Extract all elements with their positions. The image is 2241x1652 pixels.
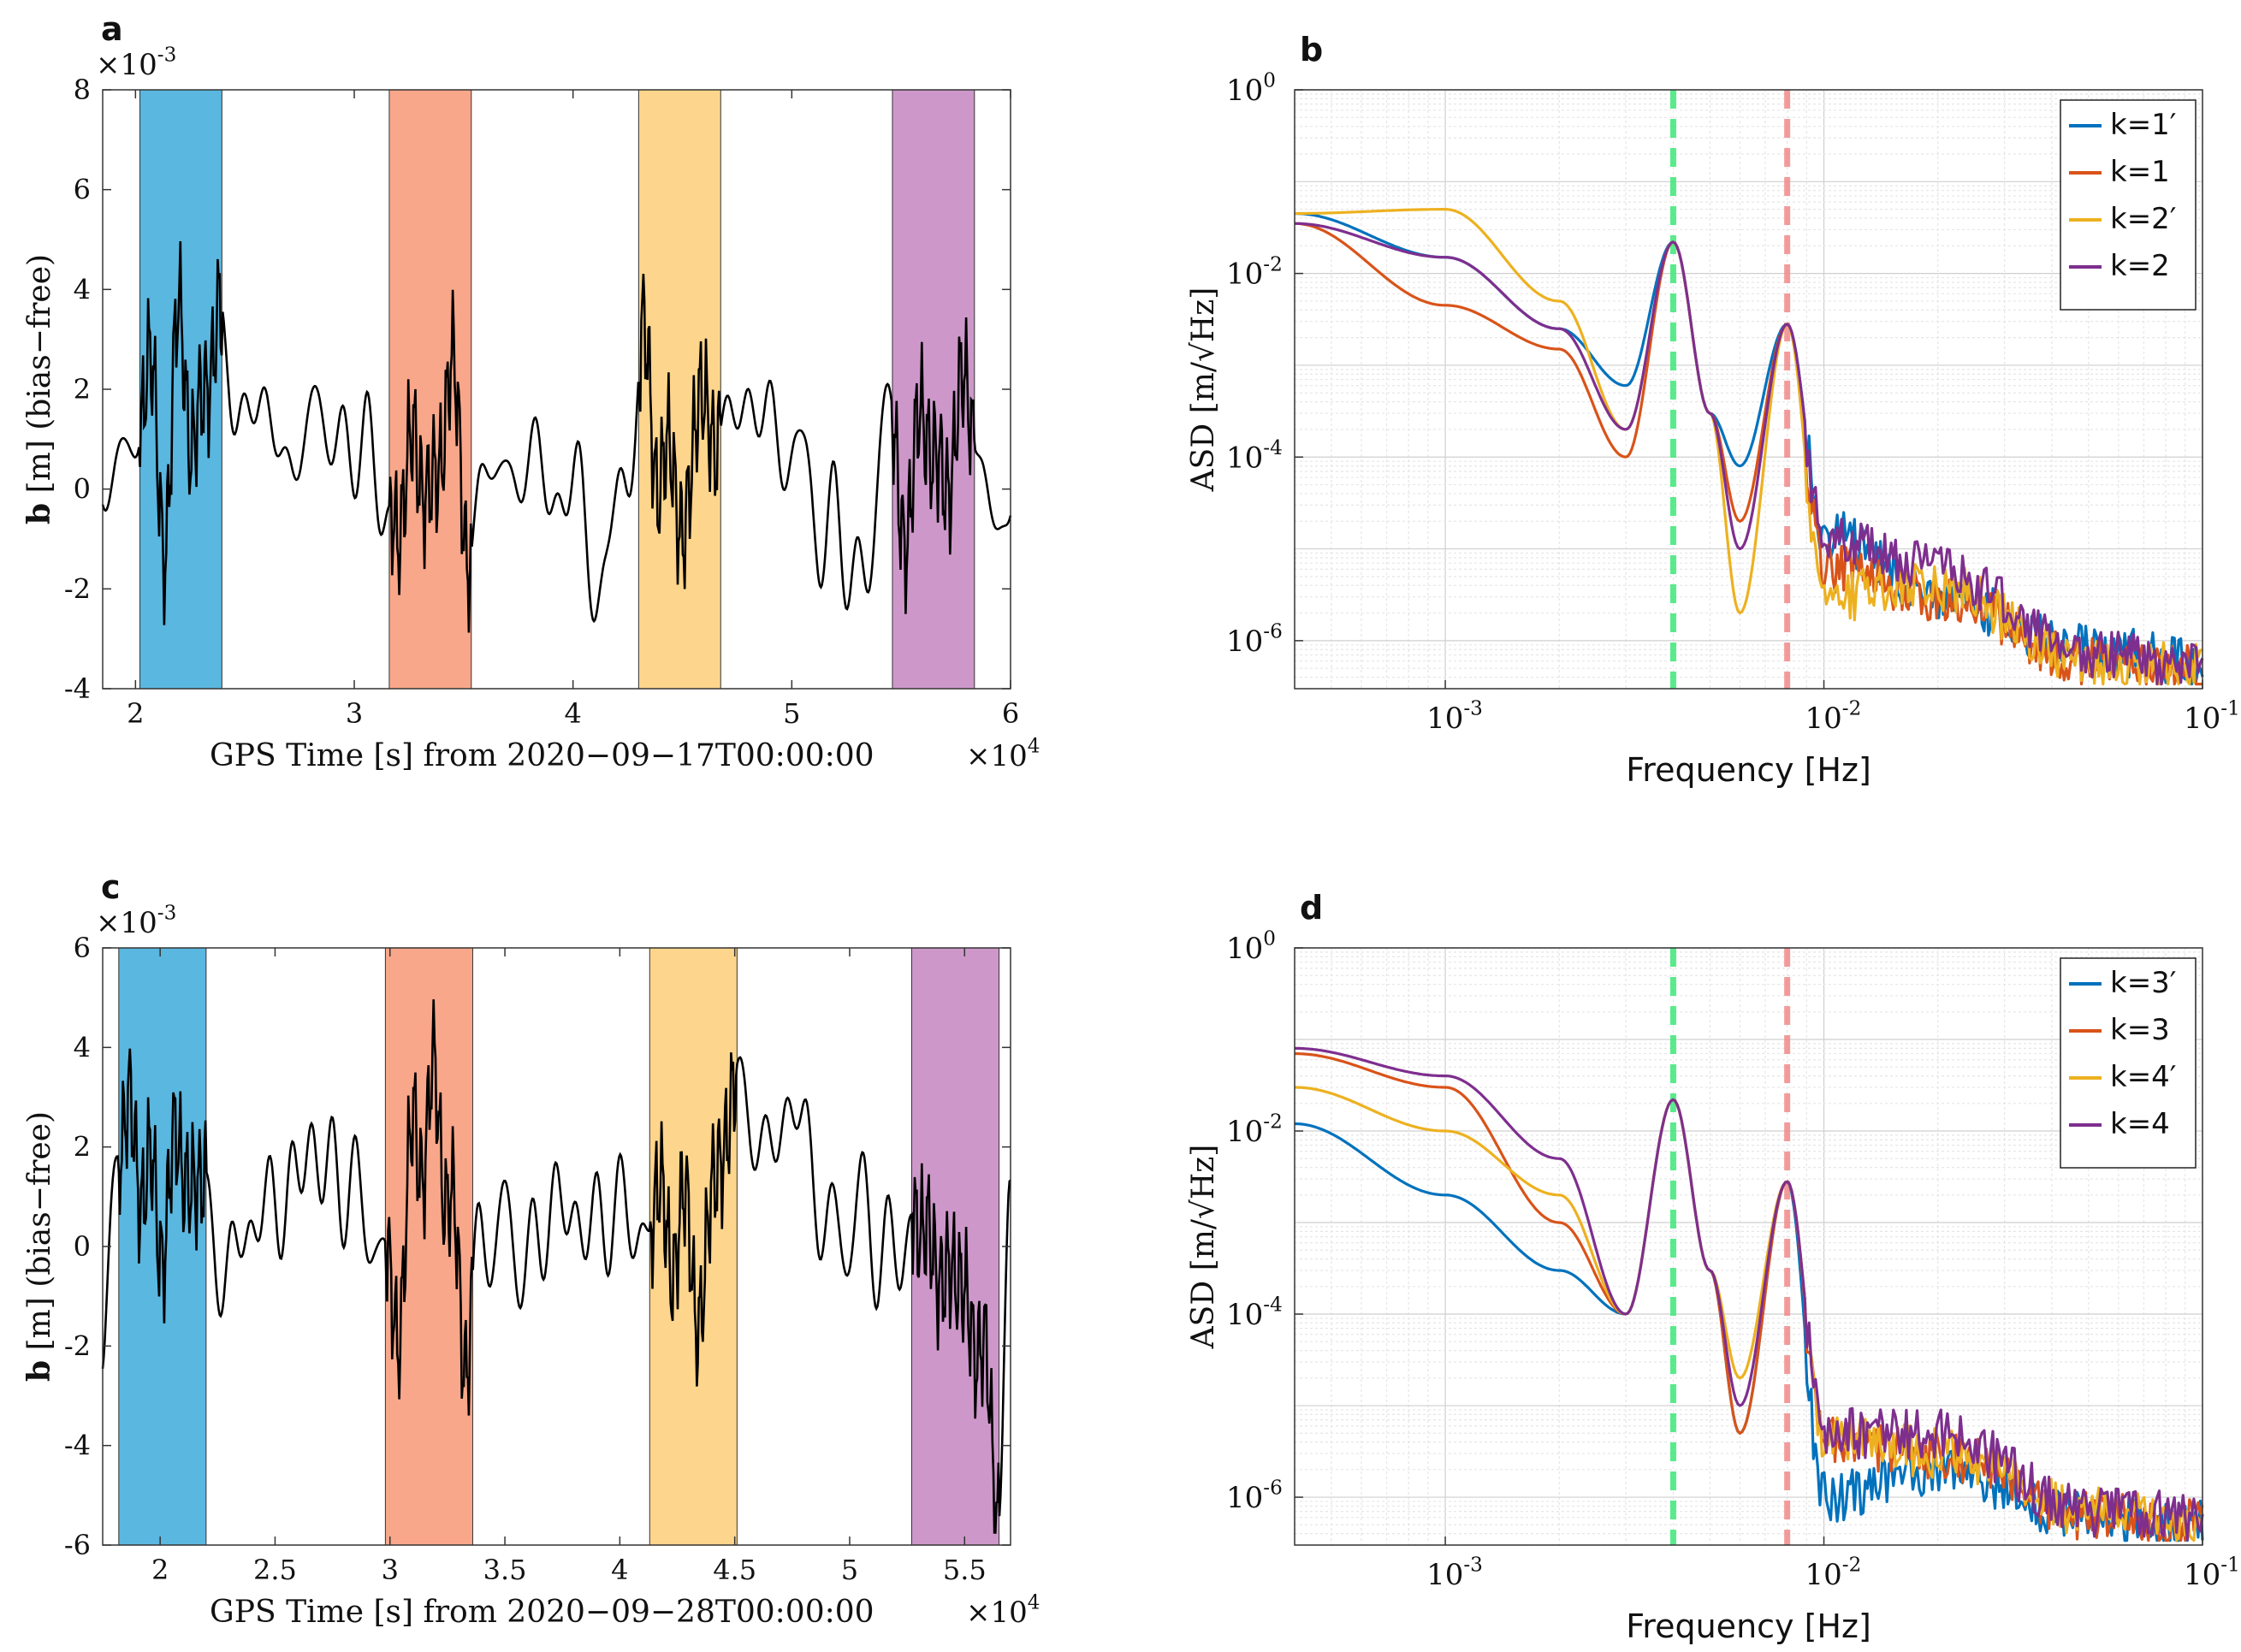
x-tick-label: 3.5	[483, 1554, 527, 1586]
series-line-k=4′	[1295, 1086, 2204, 1542]
y-tick-label: 6	[74, 932, 91, 964]
legend-label: k=2′	[2110, 202, 2177, 236]
y-tick-label: 4	[74, 1031, 91, 1063]
x-tick-label: 2	[127, 697, 144, 730]
axes-frame	[1294, 89, 2203, 690]
panel-a: 2 3 4 5 6 -4 -2 0 2 4 6 8×10-3 ×104 GPS Time [s] from…	[21, 10, 1040, 773]
y-exponent: ×10-3	[96, 903, 176, 940]
y-axis-label: b [m] (bias−free)	[21, 254, 57, 524]
y-axis-label: ASD [m/√Hz]	[1186, 1145, 1221, 1350]
y-tick-label: 10-6	[1226, 1477, 1283, 1515]
y-tick-label: 0	[74, 473, 91, 506]
y-exponent: ×10-3	[96, 44, 176, 82]
y-tick-label: -4	[64, 1430, 91, 1462]
panel-b: 10-3 10-2 10-1 10-6 10-4 10-2 100 Frequency [Hz…	[1186, 31, 2240, 789]
panel-c: 2 2.5 3 3.5 4 4.5 5 5.5 -6 -4 -2 0 2 4 6×10-3 ×104 GPS T…	[21, 868, 1040, 1630]
axes-frame	[1294, 947, 2203, 1546]
legend-label: k=4	[2110, 1107, 2170, 1141]
x-axis-label: Frequency [Hz]	[1626, 751, 1871, 789]
legend: k=3′ k=3 k=4′ k=4	[2060, 957, 2197, 1169]
axes-frame	[102, 89, 1011, 690]
x-tick-label: 3	[382, 1554, 399, 1586]
panel-letter: a	[101, 10, 123, 48]
legend-label: k=3′	[2110, 966, 2177, 1000]
y-tick-label: 10-6	[1226, 621, 1283, 659]
signal-line	[101, 240, 1012, 633]
x-tick-label: 3	[346, 697, 363, 730]
series-line-k=4	[1295, 1046, 2204, 1542]
panel-letter: b	[1300, 31, 1323, 68]
x-tick-label: 10-1	[2184, 698, 2240, 736]
x-axis-label: Frequency [Hz]	[1626, 1608, 1871, 1645]
y-axis-label: b [m] (bias−free)	[21, 1111, 57, 1382]
y-tick-label: 6	[74, 174, 91, 206]
legend-label: k=3	[2110, 1013, 2170, 1047]
y-tick-label: 10-2	[1226, 1111, 1283, 1149]
legend: k=1′ k=1 k=2′ k=2	[2060, 99, 2197, 311]
y-tick-label: 100	[1226, 70, 1276, 108]
x-tick-label: 2	[151, 1554, 169, 1586]
signal-line	[101, 999, 1011, 1534]
legend-label: k=4′	[2110, 1060, 2177, 1094]
series-line-k=2	[1294, 222, 2204, 686]
panel-letter: c	[101, 868, 121, 906]
x-tick-label: 5.5	[943, 1554, 987, 1586]
y-tick-label: -2	[64, 572, 91, 605]
x-tick-label: 6	[1002, 697, 1019, 730]
y-tick-label: -2	[64, 1329, 91, 1362]
y-tick-label: 0	[74, 1230, 91, 1263]
x-tick-label: 4	[564, 697, 581, 730]
y-tick-label: 4	[74, 273, 91, 305]
y-tick-label: 10-2	[1226, 253, 1283, 291]
x-tick-label: 5	[841, 1554, 858, 1586]
legend-label: k=1	[2110, 155, 2170, 189]
x-exponent: ×104	[966, 736, 1040, 773]
x-tick-label: 4	[611, 1554, 628, 1586]
series-line-k=1	[1294, 222, 2202, 686]
x-tick-label: 4.5	[713, 1554, 756, 1586]
x-tick-label: 2.5	[253, 1554, 297, 1586]
series-line-k=2′	[1295, 208, 2203, 686]
x-tick-label: 10-3	[1426, 1554, 1483, 1592]
x-axis-label: GPS Time [s] from 2020−09−28T00:00:00	[210, 1595, 874, 1630]
legend-box	[2060, 99, 2197, 311]
y-tick-label: 10-4	[1226, 1294, 1283, 1332]
y-tick-label: 2	[74, 373, 91, 406]
x-tick-label: 5	[783, 697, 800, 730]
panel-letter: d	[1300, 889, 1323, 927]
panel-d: 10-3 10-2 10-1 10-6 10-4 10-2 100 Frequency [Hz…	[1186, 889, 2240, 1645]
x-tick-label: 10-1	[2184, 1554, 2240, 1592]
legend-box	[2060, 957, 2197, 1169]
x-axis-label: GPS Time [s] from 2020−09−17T00:00:00	[210, 738, 874, 773]
legend-label: k=2	[2110, 249, 2170, 283]
x-exponent: ×104	[966, 1592, 1040, 1630]
x-tick-label: 10-3	[1426, 698, 1483, 736]
y-tick-label: 100	[1226, 928, 1276, 966]
y-axis-label: ASD [m/√Hz]	[1186, 287, 1221, 493]
y-tick-label: 10-4	[1226, 437, 1283, 475]
legend-label: k=1′	[2110, 108, 2177, 142]
y-tick-label: -6	[64, 1529, 91, 1561]
y-tick-label: 2	[74, 1131, 91, 1164]
x-tick-label: 10-2	[1805, 698, 1862, 736]
x-tick-label: 10-2	[1805, 1554, 1862, 1592]
y-tick-label: -4	[64, 672, 91, 705]
y-tick-label: 8	[74, 74, 91, 106]
